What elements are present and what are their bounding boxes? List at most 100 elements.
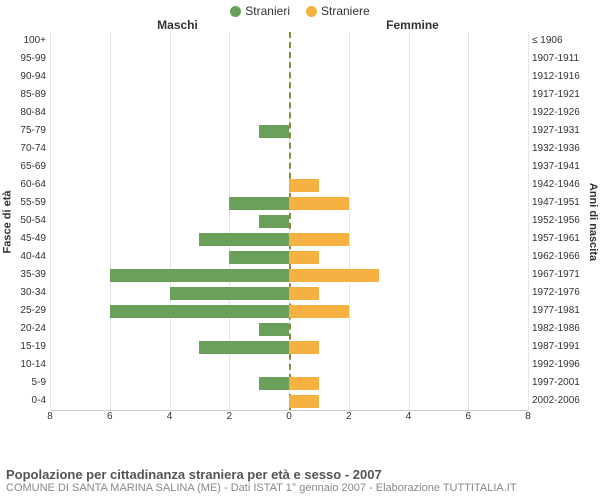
- birth-label: 1992-1996: [528, 356, 586, 374]
- birth-label: 1957-1961: [528, 230, 586, 248]
- bar-row: [50, 194, 528, 212]
- plot-area: [50, 32, 528, 411]
- age-label: 65-69: [14, 158, 50, 176]
- birth-label: 1952-1956: [528, 212, 586, 230]
- birth-label: ≤ 1906: [528, 32, 586, 50]
- birth-label: 2002-2006: [528, 392, 586, 410]
- bar-rows: [50, 32, 528, 410]
- age-label: 40-44: [14, 248, 50, 266]
- birth-label: 1967-1971: [528, 266, 586, 284]
- bar-male: [259, 323, 289, 336]
- bar-male: [110, 269, 289, 282]
- legend-item-female: Straniere: [306, 4, 370, 18]
- age-label: 85-89: [14, 86, 50, 104]
- x-tick: 8: [47, 411, 53, 422]
- chart-container: Stranieri Straniere Maschi Femmine Fasce…: [0, 0, 600, 500]
- age-label: 25-29: [14, 302, 50, 320]
- age-labels: 100+95-9990-9485-8980-8475-7970-7465-696…: [14, 32, 50, 411]
- bar-female: [289, 233, 349, 246]
- bar-male: [229, 251, 289, 264]
- bar-row: [50, 158, 528, 176]
- birth-label: 1942-1946: [528, 176, 586, 194]
- bar-female: [289, 287, 319, 300]
- chart-title: Popolazione per cittadinanza straniera p…: [6, 467, 594, 482]
- bar-female: [289, 197, 349, 210]
- bar-row: [50, 86, 528, 104]
- y-axis-right-title: Anni di nascita: [586, 32, 600, 411]
- bar-male: [199, 233, 289, 246]
- bar-row: [50, 338, 528, 356]
- birth-label: 1917-1921: [528, 86, 586, 104]
- age-label: 35-39: [14, 266, 50, 284]
- x-axis: 8 6 4 2 0 2 4 6 8: [0, 411, 600, 425]
- bar-female: [289, 377, 319, 390]
- birth-label: 1937-1941: [528, 158, 586, 176]
- birth-label: 1977-1981: [528, 302, 586, 320]
- birth-label: 1907-1911: [528, 50, 586, 68]
- birth-labels: ≤ 19061907-19111912-19161917-19211922-19…: [528, 32, 586, 411]
- age-label: 15-19: [14, 338, 50, 356]
- birth-label: 1972-1976: [528, 284, 586, 302]
- x-tick: 6: [107, 411, 113, 422]
- x-tick: 2: [346, 411, 352, 422]
- bar-row: [50, 140, 528, 158]
- bar-row: [50, 32, 528, 50]
- age-label: 20-24: [14, 320, 50, 338]
- age-label: 5-9: [14, 374, 50, 392]
- x-tick: 8: [525, 411, 531, 422]
- age-label: 100+: [14, 32, 50, 50]
- bar-row: [50, 320, 528, 338]
- bar-male: [199, 341, 289, 354]
- legend-swatch-male: [230, 6, 241, 17]
- birth-label: 1927-1931: [528, 122, 586, 140]
- bar-row: [50, 176, 528, 194]
- bar-female: [289, 251, 319, 264]
- bar-row: [50, 356, 528, 374]
- birth-label: 1947-1951: [528, 194, 586, 212]
- bar-male: [229, 197, 289, 210]
- age-label: 10-14: [14, 356, 50, 374]
- bar-row: [50, 104, 528, 122]
- bar-row: [50, 266, 528, 284]
- bar-female: [289, 341, 319, 354]
- x-tick: 0: [286, 411, 292, 422]
- bar-male: [259, 377, 289, 390]
- bar-row: [50, 284, 528, 302]
- legend-label-female: Straniere: [321, 4, 370, 18]
- age-label: 80-84: [14, 104, 50, 122]
- age-label: 45-49: [14, 230, 50, 248]
- age-label: 95-99: [14, 50, 50, 68]
- birth-label: 1932-1936: [528, 140, 586, 158]
- bar-row: [50, 212, 528, 230]
- gridline: [528, 32, 529, 410]
- x-tick: 4: [406, 411, 412, 422]
- age-label: 90-94: [14, 68, 50, 86]
- legend-swatch-female: [306, 6, 317, 17]
- bar-row: [50, 392, 528, 410]
- x-axis-ticks: 8 6 4 2 0 2 4 6 8: [50, 411, 528, 425]
- bar-row: [50, 50, 528, 68]
- birth-label: 1982-1986: [528, 320, 586, 338]
- bar-male: [110, 305, 289, 318]
- chart-body: Fasce di età 100+95-9990-9485-8980-8475-…: [0, 32, 600, 411]
- header-female: Femmine: [295, 18, 530, 32]
- bar-row: [50, 68, 528, 86]
- header-male: Maschi: [60, 18, 295, 32]
- age-label: 0-4: [14, 392, 50, 410]
- bar-male: [259, 215, 289, 228]
- bar-row: [50, 248, 528, 266]
- bar-male: [170, 287, 290, 300]
- bar-row: [50, 230, 528, 248]
- birth-label: 1987-1991: [528, 338, 586, 356]
- chart-subtitle: COMUNE DI SANTA MARINA SALINA (ME) - Dat…: [6, 482, 594, 494]
- x-tick: 2: [226, 411, 232, 422]
- bar-female: [289, 395, 319, 408]
- bar-male: [259, 125, 289, 138]
- x-tick: 4: [167, 411, 173, 422]
- age-label: 60-64: [14, 176, 50, 194]
- x-tick: 6: [465, 411, 471, 422]
- age-label: 70-74: [14, 140, 50, 158]
- age-label: 30-34: [14, 284, 50, 302]
- y-axis-left-title: Fasce di età: [0, 32, 14, 411]
- birth-label: 1962-1966: [528, 248, 586, 266]
